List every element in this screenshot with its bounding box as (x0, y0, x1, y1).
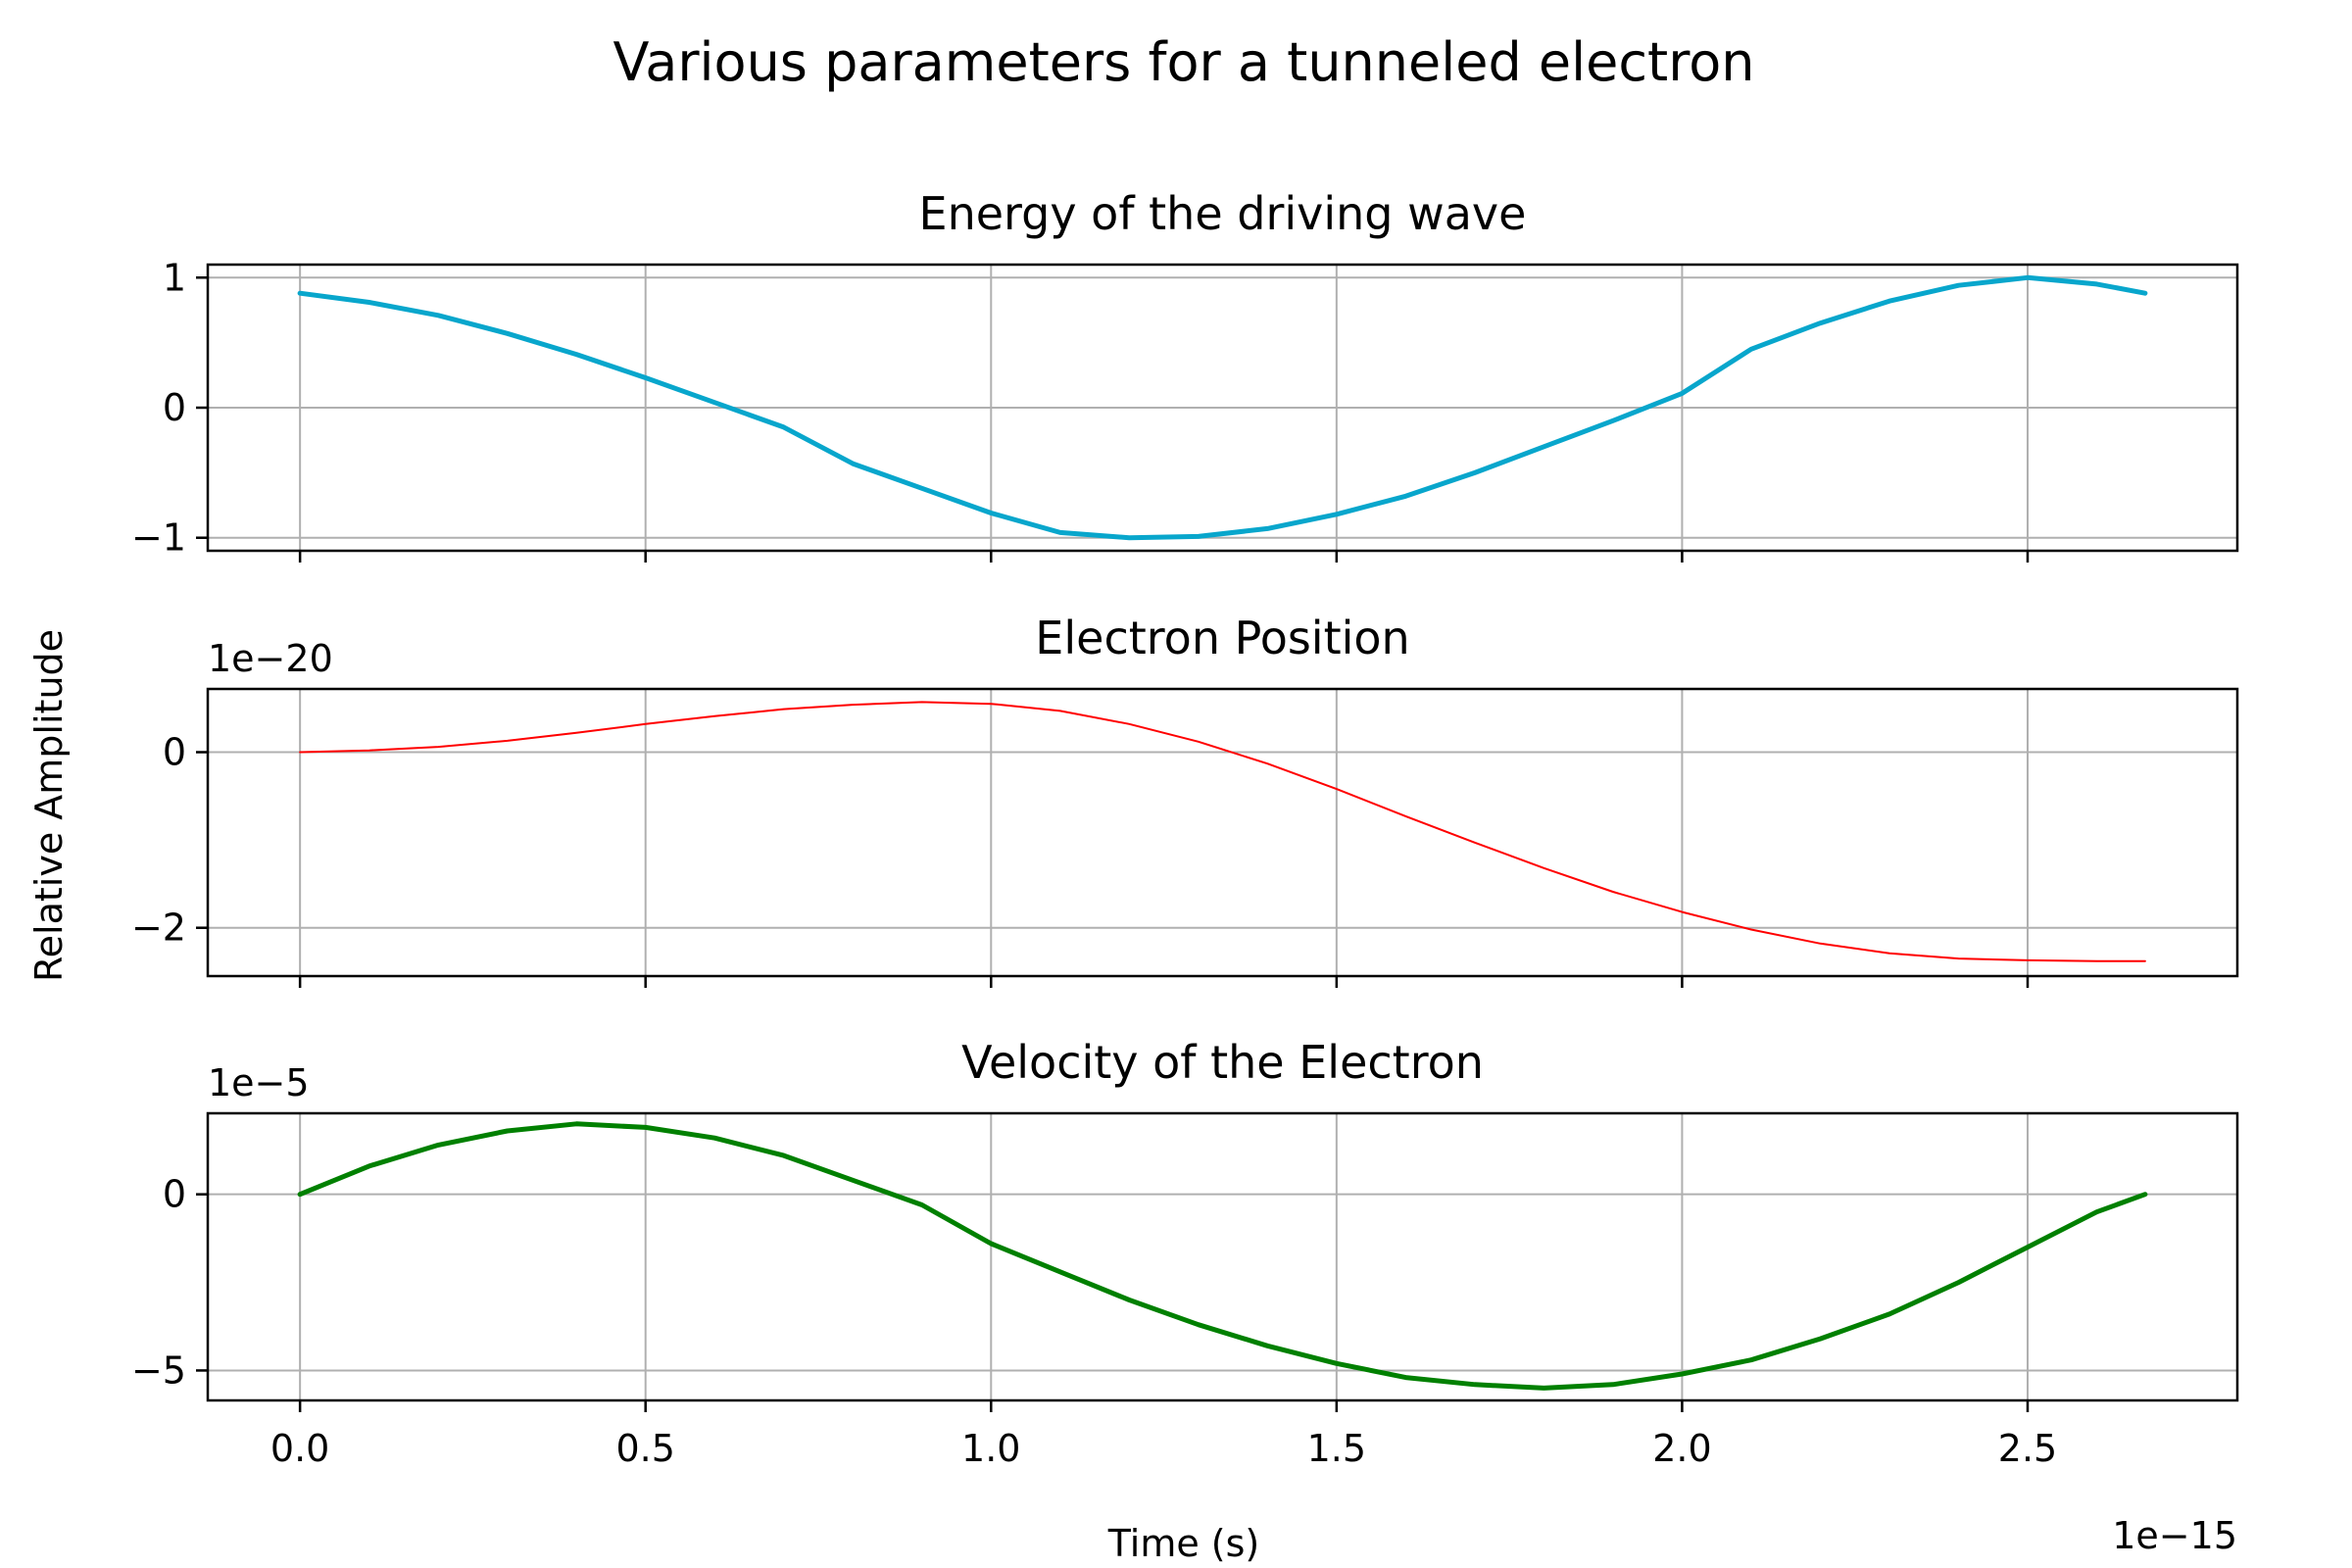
y-axis-label: Relative Amplitude (27, 629, 71, 982)
y-offset-label: 1e−20 (208, 637, 333, 680)
x-tick-label: 1.5 (1307, 1427, 1366, 1470)
subplot-2: −2 0 Electron Position 1e−20 (131, 612, 2239, 988)
subplots: −1 0 1 Energy of the driving wave −2 0 Electro… (131, 187, 2239, 1470)
x-tick-label: 2.5 (1998, 1427, 2057, 1470)
y-tick-label: −2 (131, 906, 186, 950)
figure-suptitle: Various parameters for a tunneled electr… (613, 31, 1755, 93)
y-tick-label: −1 (131, 516, 186, 560)
y-tick-label: −5 (131, 1348, 186, 1392)
axes-frame (206, 687, 2239, 978)
series-line (297, 274, 2148, 541)
subplot-3: −5 0 0.0 0.5 1.0 1.5 2.0 2.5 Velocity of the Ele… (131, 1036, 2239, 1470)
series-line (297, 1121, 2148, 1391)
axes-frame (206, 1111, 2239, 1402)
subplot-title: Velocity of the Electron (961, 1036, 1484, 1089)
x-tick-label: 0.0 (270, 1427, 329, 1470)
x-tick-label: 1.0 (961, 1427, 1020, 1470)
x-tick-label: 0.5 (615, 1427, 674, 1470)
y-tick-label: 0 (163, 731, 186, 774)
x-axis-label: Time (s) (1107, 1522, 1260, 1565)
x-tick-label: 2.0 (1652, 1427, 1711, 1470)
y-tick-label: 0 (163, 1173, 186, 1216)
subplot-title: Electron Position (1035, 612, 1409, 664)
y-tick-label: 0 (163, 386, 186, 429)
subplot-1: −1 0 1 Energy of the driving wave (131, 187, 2239, 563)
series-line (299, 701, 2146, 962)
y-offset-label: 1e−5 (208, 1061, 310, 1104)
subplot-title: Energy of the driving wave (919, 187, 1527, 240)
x-axis-offset-label: 1e−15 (2112, 1514, 2237, 1557)
y-tick-label: 1 (163, 256, 186, 299)
